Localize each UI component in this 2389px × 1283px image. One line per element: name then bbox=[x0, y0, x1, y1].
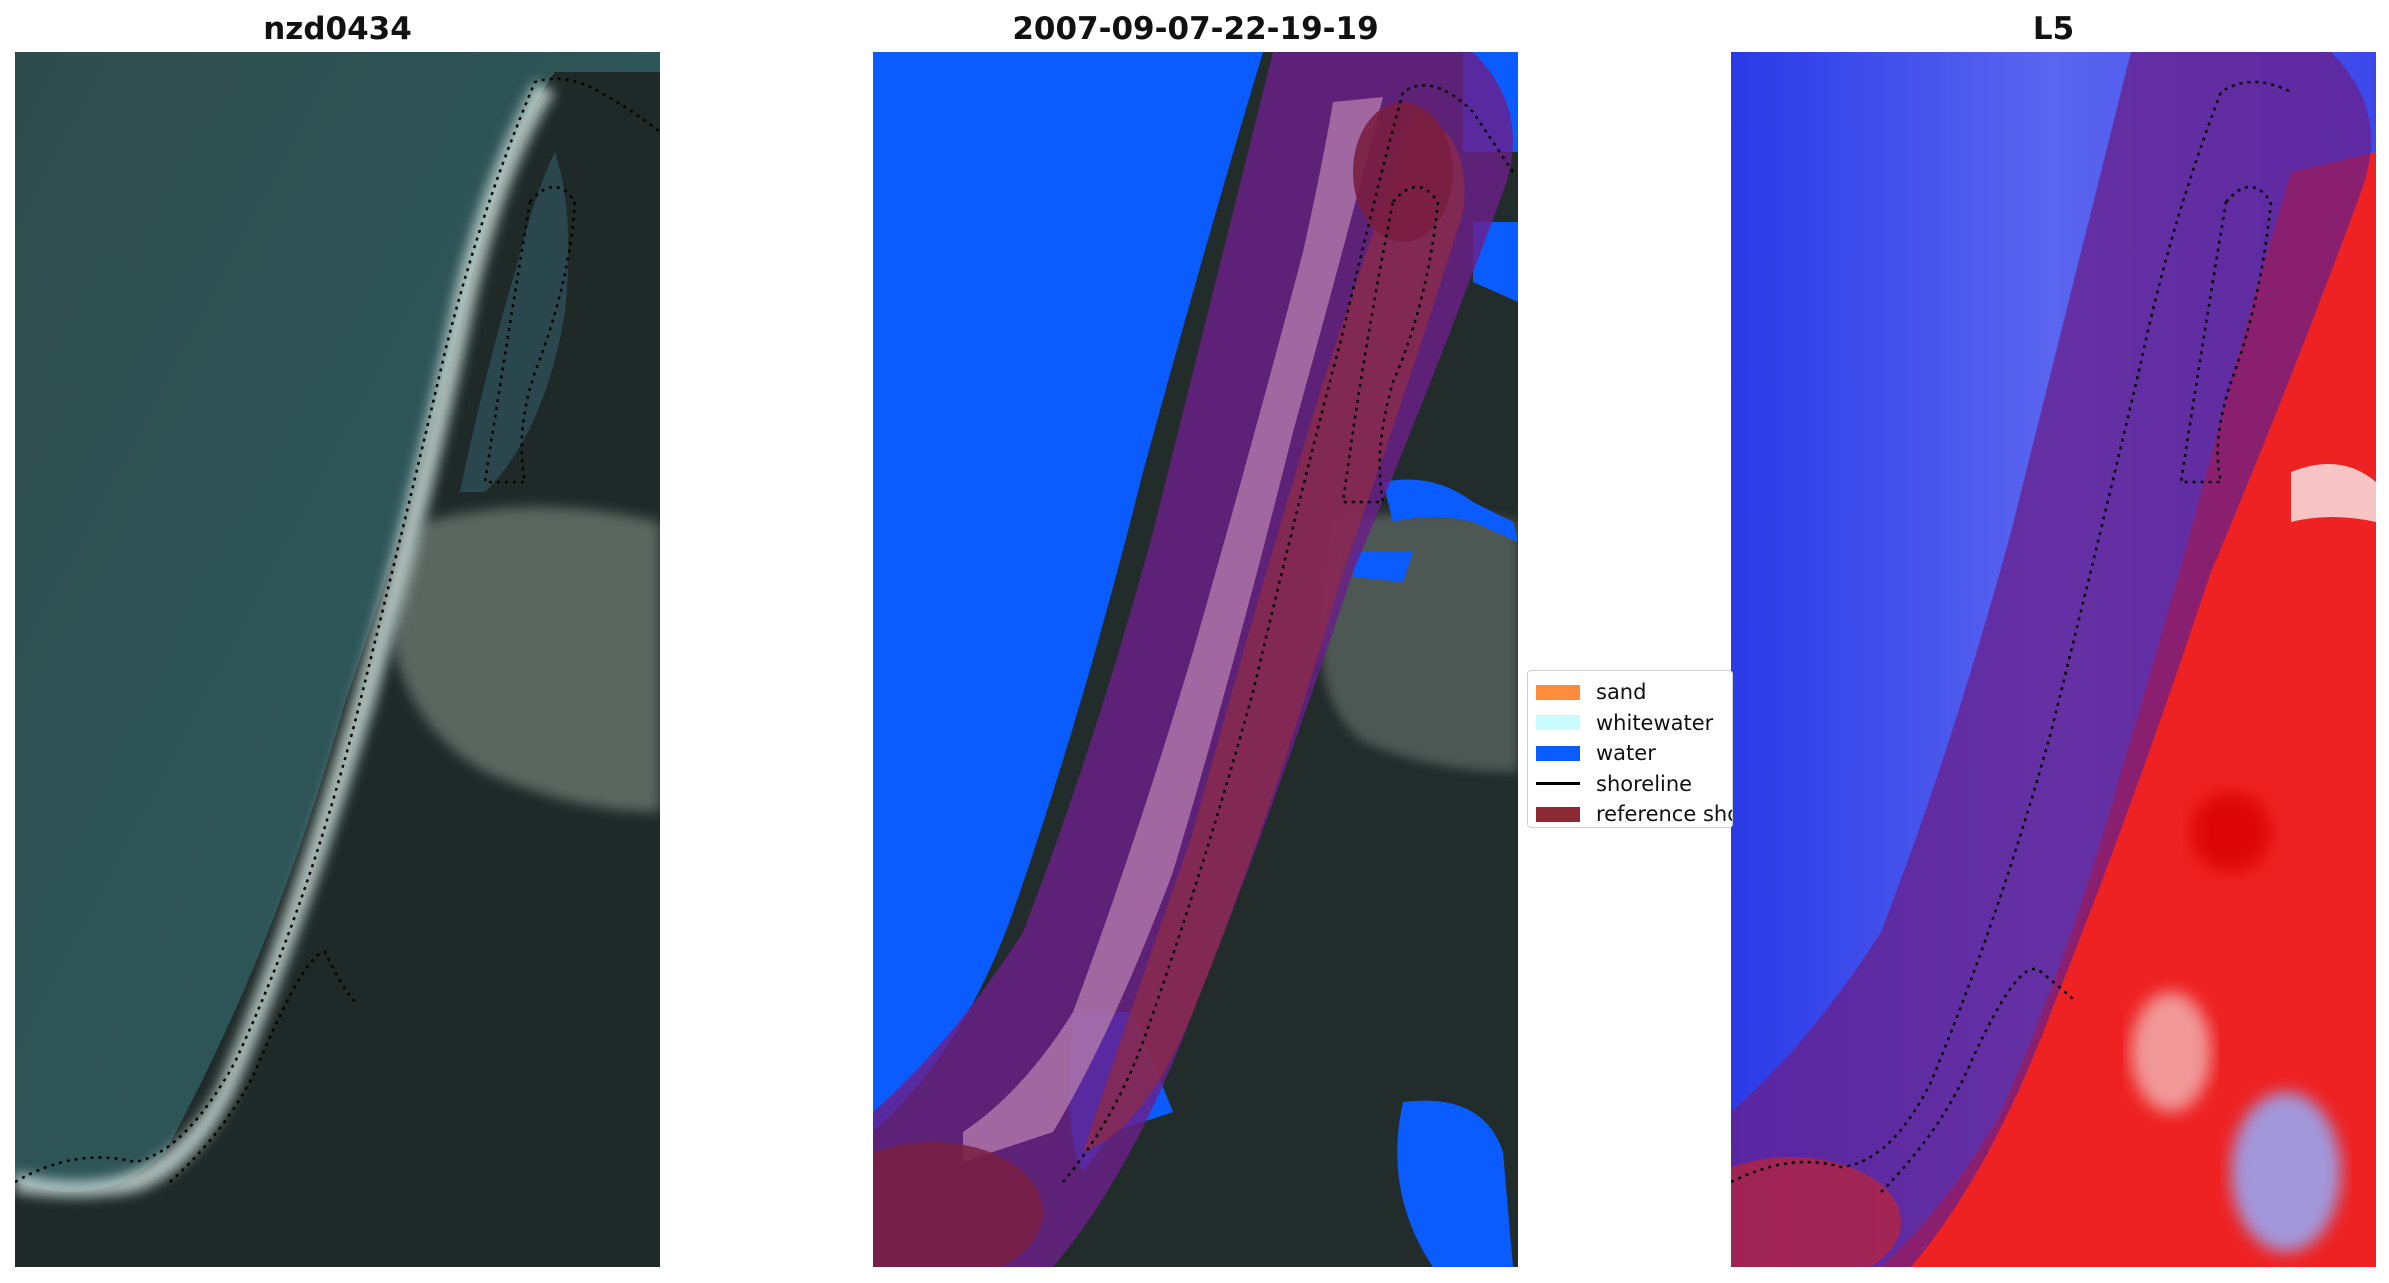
legend-swatch-water bbox=[1536, 745, 1580, 761]
legend-label-water: water bbox=[1596, 741, 1656, 766]
legend-line-shoreline bbox=[1536, 782, 1580, 786]
panel-title-index: L5 bbox=[2032, 11, 2075, 47]
rgb-satellite-image bbox=[15, 52, 660, 1267]
legend: sand whitewater water shoreline referenc… bbox=[1527, 670, 1733, 828]
legend-item-whitewater: whitewater bbox=[1536, 708, 1732, 739]
legend-swatch-reference-buffer bbox=[1536, 806, 1580, 822]
legend-label-shoreline: shoreline bbox=[1596, 771, 1693, 796]
index-image bbox=[1731, 52, 2376, 1267]
classification-image bbox=[873, 52, 1518, 1267]
classification-panel bbox=[873, 52, 1518, 1267]
legend-item-shoreline: shoreline bbox=[1536, 769, 1732, 800]
rgb-image-panel bbox=[15, 52, 660, 1267]
panel-title-rgb: nzd0434 bbox=[263, 11, 412, 47]
index-panel bbox=[1731, 52, 2376, 1267]
legend-swatch-whitewater bbox=[1536, 715, 1580, 731]
legend-item-water: water bbox=[1536, 738, 1732, 769]
legend-label-reference-buffer: reference shoreline buffer bbox=[1596, 802, 1732, 827]
legend-label-whitewater: whitewater bbox=[1596, 710, 1714, 735]
legend-swatch-sand bbox=[1536, 684, 1580, 700]
legend-item-reference-buffer: reference shoreline buffer bbox=[1536, 799, 1732, 827]
panel-title-classification: 2007-09-07-22-19-19 bbox=[1012, 11, 1379, 47]
legend-label-sand: sand bbox=[1596, 680, 1647, 705]
water-region bbox=[873, 52, 1263, 1132]
legend-item-sand: sand bbox=[1536, 677, 1732, 708]
